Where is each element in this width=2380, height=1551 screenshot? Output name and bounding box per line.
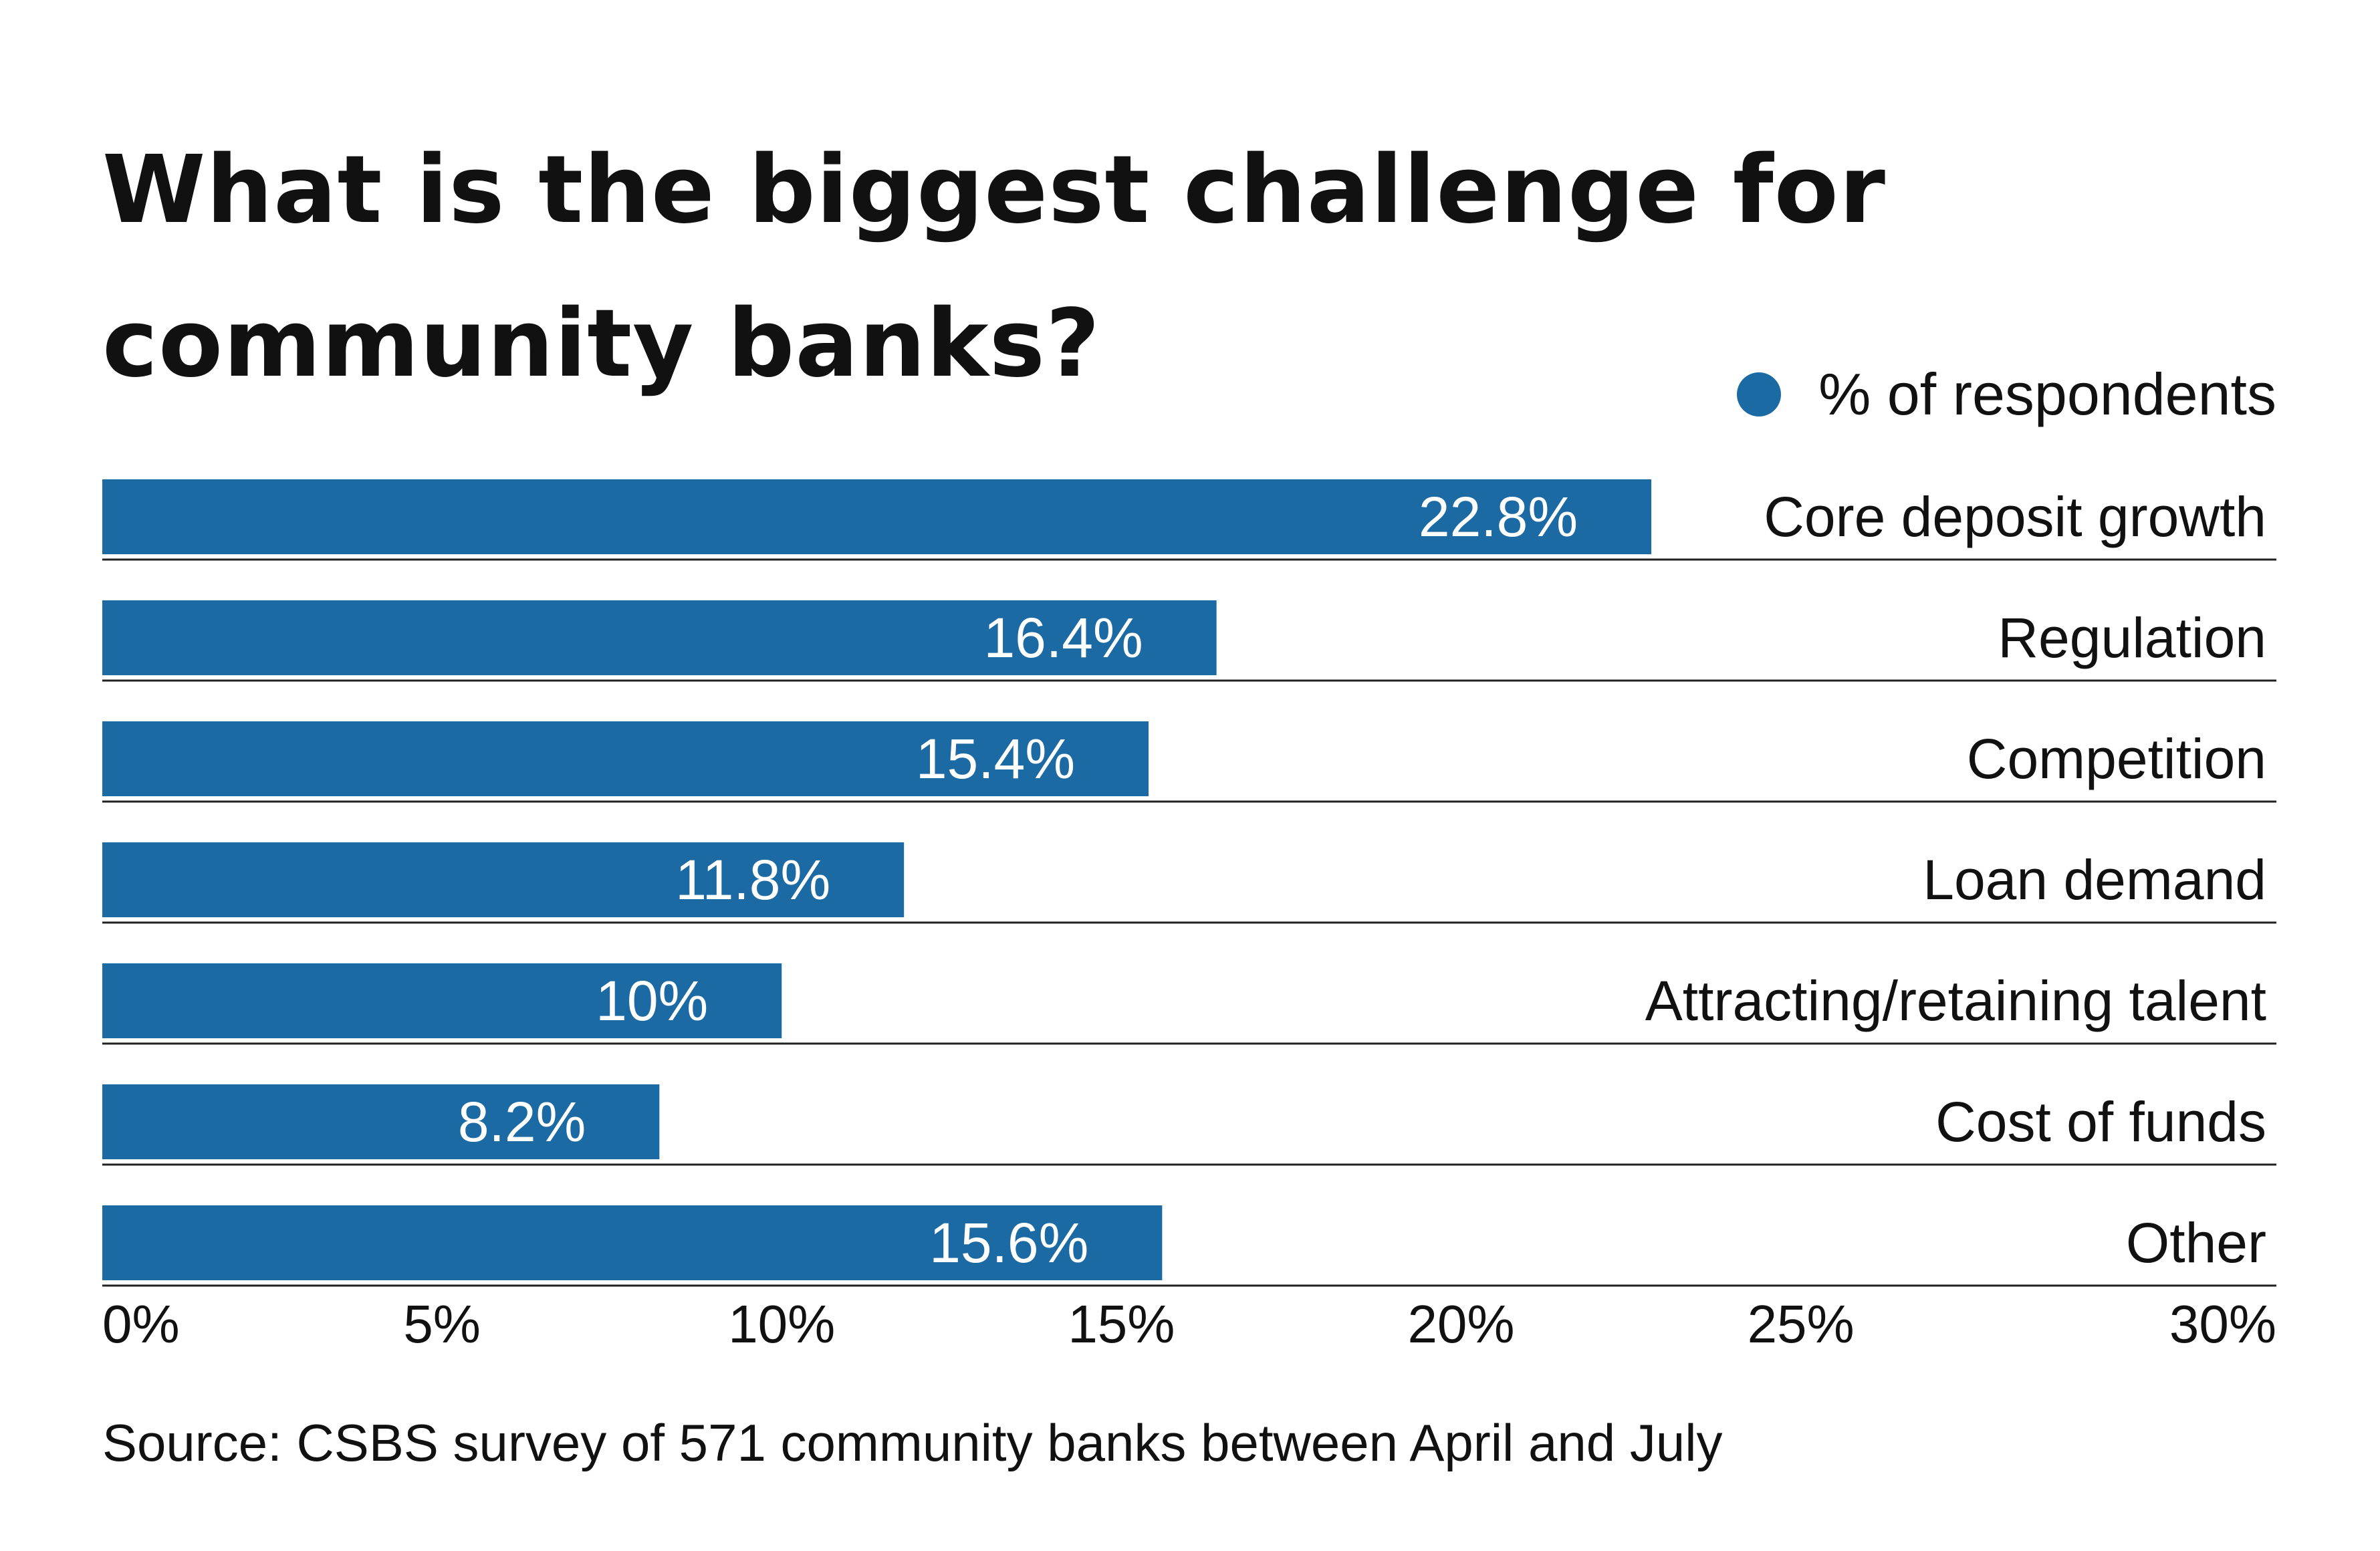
bar-value-label: 22.8% bbox=[1419, 485, 1578, 548]
x-tick-label: 5% bbox=[403, 1294, 481, 1354]
category-label: Competition bbox=[1967, 727, 2266, 790]
bar-value-label: 16.4% bbox=[983, 606, 1143, 669]
bar bbox=[102, 842, 905, 917]
category-label: Attracting/retaining talent bbox=[1645, 969, 2266, 1032]
x-tick-label: 0% bbox=[102, 1294, 180, 1354]
bar bbox=[102, 1084, 660, 1159]
x-tick-label: 30% bbox=[2169, 1294, 2276, 1354]
x-tick-label: 10% bbox=[728, 1294, 835, 1354]
chart-legend: % of respondents bbox=[1737, 358, 2276, 431]
bar bbox=[102, 1205, 1163, 1280]
bar bbox=[102, 721, 1149, 796]
legend-swatch bbox=[1737, 372, 1782, 416]
x-tick-label: 20% bbox=[1407, 1294, 1514, 1354]
category-label: Loan demand bbox=[1923, 848, 2266, 911]
legend-label: % of respondents bbox=[1818, 361, 2276, 427]
category-label: Regulation bbox=[1998, 606, 2266, 669]
bar bbox=[102, 479, 1652, 554]
chart-title: What is the biggest challenge for commun… bbox=[102, 136, 1886, 398]
bar bbox=[102, 600, 1217, 675]
category-label: Other bbox=[2126, 1211, 2266, 1274]
bar-value-label: 15.6% bbox=[929, 1211, 1088, 1274]
bar bbox=[102, 963, 782, 1038]
category-label: Cost of funds bbox=[1935, 1090, 2266, 1153]
source-note: Source: CSBS survey of 571 community ban… bbox=[102, 1413, 1723, 1472]
bar-value-label: 10% bbox=[596, 969, 708, 1032]
bar-value-label: 8.2% bbox=[458, 1090, 586, 1153]
category-label: Core deposit growth bbox=[1764, 485, 2266, 548]
bar-value-label: 15.4% bbox=[916, 727, 1075, 790]
x-tick-label: 15% bbox=[1068, 1294, 1175, 1354]
x-tick-label: 25% bbox=[1748, 1294, 1855, 1354]
bar-value-label: 11.8% bbox=[675, 848, 830, 911]
